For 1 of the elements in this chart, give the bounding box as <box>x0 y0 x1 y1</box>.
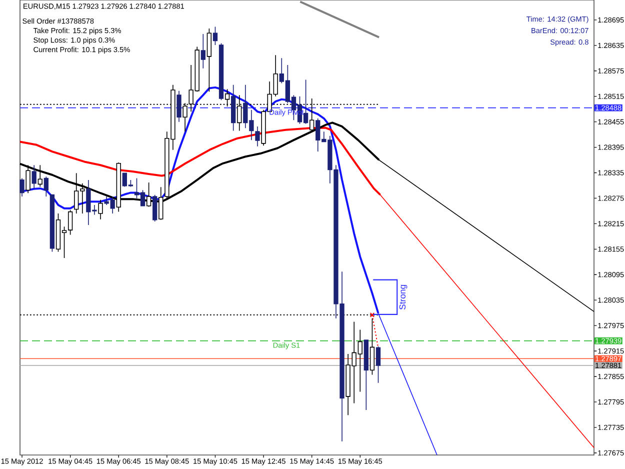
annotation: Strong <box>399 284 408 310</box>
